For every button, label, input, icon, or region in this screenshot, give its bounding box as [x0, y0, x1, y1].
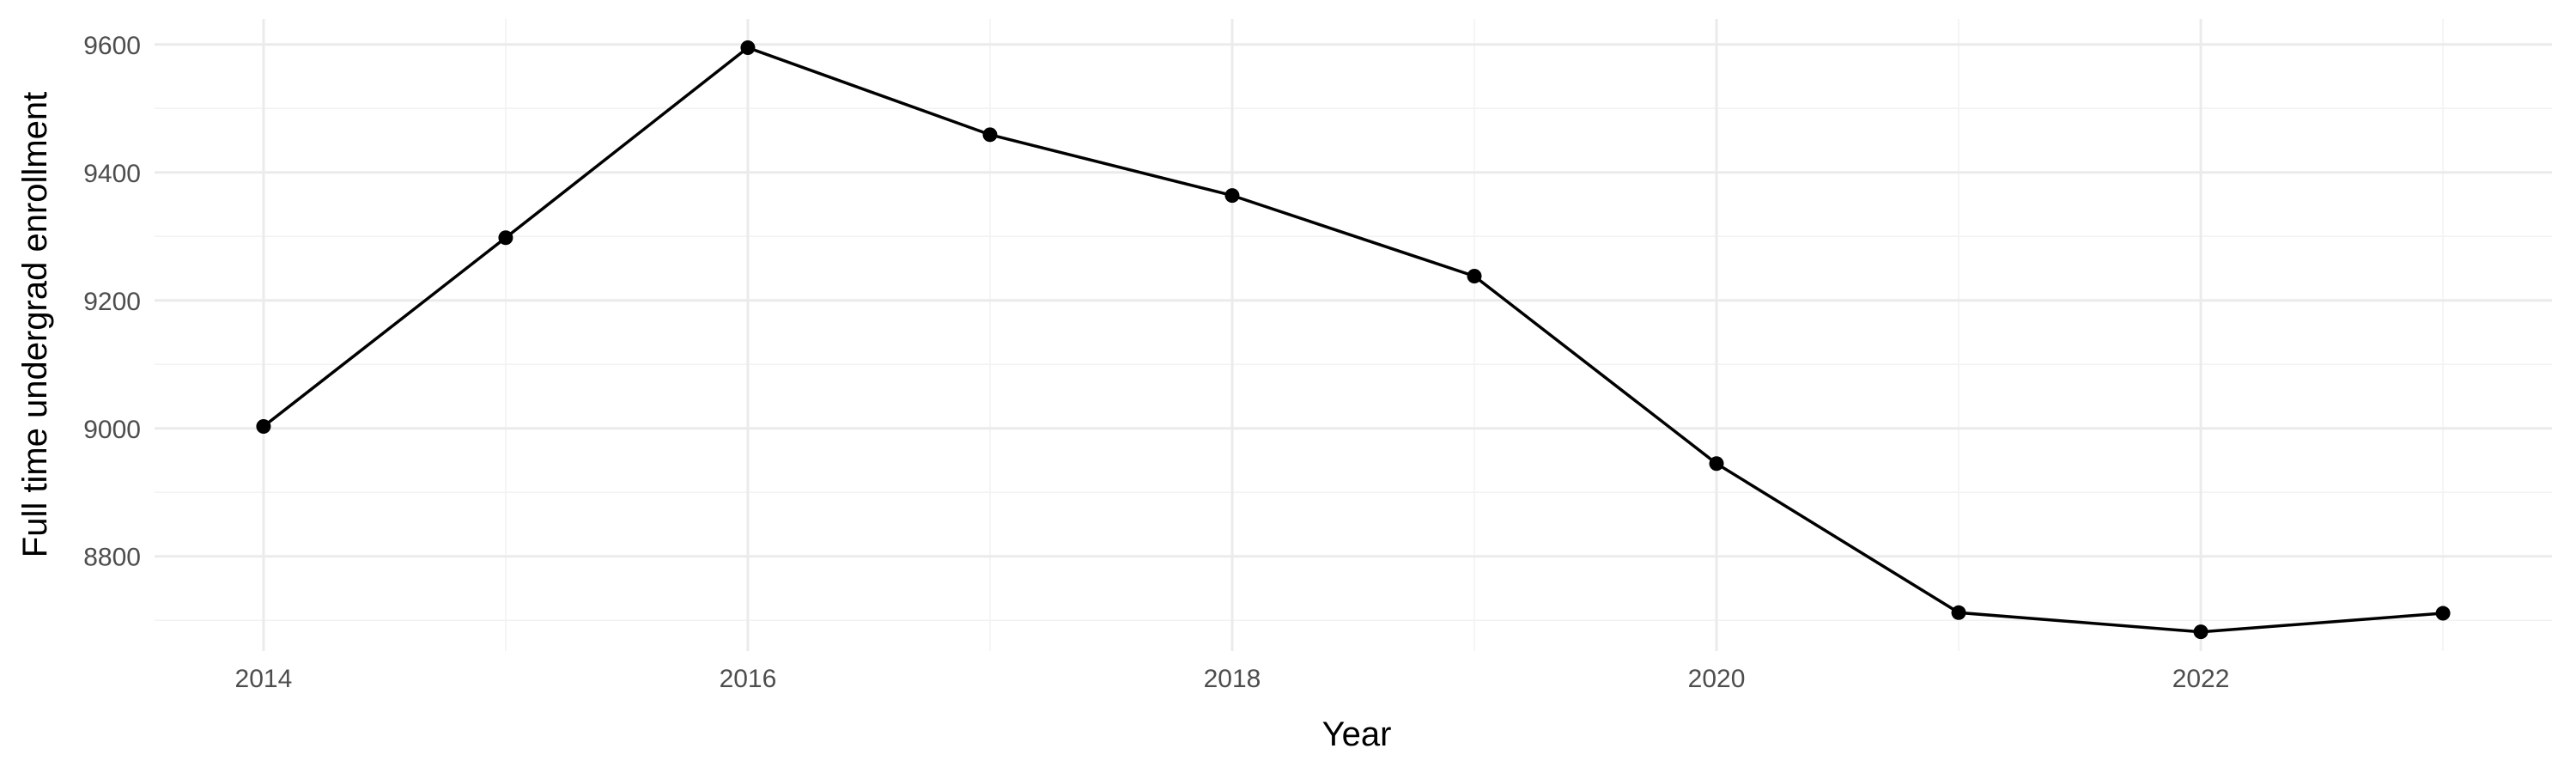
x-tick-label: 2016: [720, 665, 777, 693]
y-axis-ticks: 8800 9000 9200 9400 9600: [83, 32, 141, 572]
y-tick-label: 9600: [83, 32, 141, 60]
x-tick-label: 2022: [2172, 665, 2230, 693]
data-point: [498, 230, 513, 246]
data-point: [1467, 268, 1482, 283]
x-tick-label: 2014: [235, 665, 293, 693]
data-point: [1951, 605, 1966, 620]
x-tick-label: 2020: [1688, 665, 1746, 693]
data-point: [256, 419, 271, 435]
series-group: [256, 40, 2451, 640]
y-tick-label: 9400: [83, 160, 141, 188]
x-tick-label: 2018: [1204, 665, 1261, 693]
major-gridlines: [155, 19, 2552, 651]
y-tick-label: 8800: [83, 544, 141, 572]
data-point: [2435, 606, 2451, 621]
data-point: [982, 127, 998, 143]
y-tick-label: 9200: [83, 288, 141, 316]
data-point: [1709, 456, 1724, 472]
series-line: [262, 46, 2444, 634]
x-axis-ticks: 2014 2016 2018 2020 2022: [235, 665, 2230, 693]
data-point: [740, 40, 756, 56]
data-point: [1224, 188, 1240, 204]
y-axis-title: Full time undergrad enrollment: [16, 92, 54, 557]
data-point: [2193, 624, 2208, 640]
x-axis-title: Year: [1322, 715, 1392, 753]
minor-gridlines: [155, 19, 2552, 651]
y-tick-label: 9000: [83, 416, 141, 444]
